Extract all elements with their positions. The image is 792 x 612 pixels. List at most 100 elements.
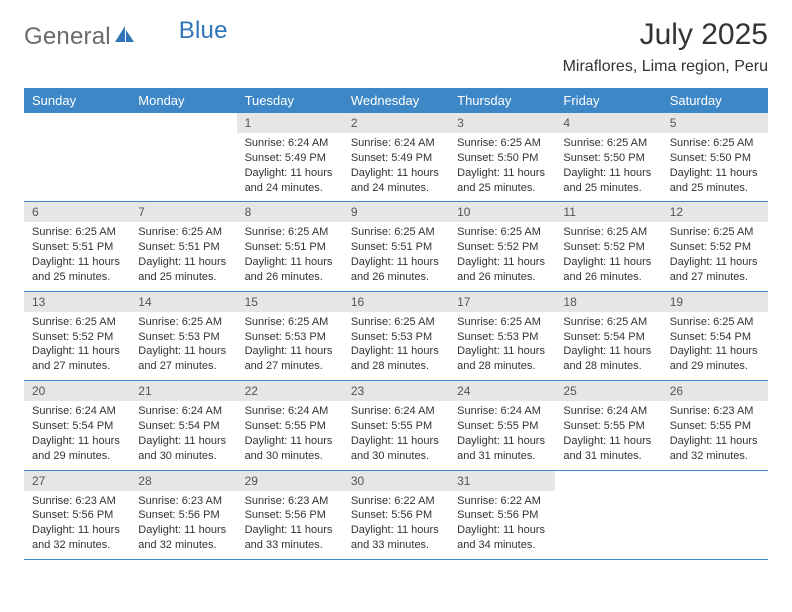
- sunset-line: Sunset: 5:54 PM: [670, 330, 760, 345]
- location-label: Miraflores, Lima region, Peru: [563, 58, 768, 76]
- sunrise-line: Sunrise: 6:25 AM: [457, 136, 547, 151]
- sunset-line: Sunset: 5:49 PM: [245, 151, 335, 166]
- sunset-line: Sunset: 5:56 PM: [32, 508, 122, 523]
- sunrise-line: Sunrise: 6:25 AM: [563, 315, 653, 330]
- day-number: 4: [555, 113, 661, 133]
- daylight-line: Daylight: 11 hours and 30 minutes.: [245, 434, 335, 464]
- daylight-line: Daylight: 11 hours and 26 minutes.: [563, 255, 653, 285]
- day-content: Sunrise: 6:25 AMSunset: 5:52 PMDaylight:…: [24, 312, 130, 380]
- day-content: Sunrise: 6:25 AMSunset: 5:52 PMDaylight:…: [449, 222, 555, 290]
- day-number: 1: [237, 113, 343, 133]
- day-content: Sunrise: 6:24 AMSunset: 5:49 PMDaylight:…: [343, 133, 449, 201]
- logo: General Blue: [24, 22, 228, 51]
- calendar-day-cell: 30Sunrise: 6:22 AMSunset: 5:56 PMDayligh…: [343, 470, 449, 559]
- calendar-day-cell: 15Sunrise: 6:25 AMSunset: 5:53 PMDayligh…: [237, 291, 343, 380]
- day-content: Sunrise: 6:24 AMSunset: 5:54 PMDaylight:…: [130, 401, 236, 469]
- calendar-week-row: 27Sunrise: 6:23 AMSunset: 5:56 PMDayligh…: [24, 470, 768, 559]
- sunset-line: Sunset: 5:52 PM: [32, 330, 122, 345]
- sunrise-line: Sunrise: 6:25 AM: [138, 225, 228, 240]
- sunrise-line: Sunrise: 6:23 AM: [670, 404, 760, 419]
- calendar-table: Sunday Monday Tuesday Wednesday Thursday…: [24, 88, 768, 560]
- daylight-line: Daylight: 11 hours and 30 minutes.: [138, 434, 228, 464]
- sunrise-line: Sunrise: 6:25 AM: [457, 315, 547, 330]
- day-content: Sunrise: 6:24 AMSunset: 5:55 PMDaylight:…: [343, 401, 449, 469]
- day-number: [130, 113, 236, 119]
- day-number: [555, 471, 661, 477]
- day-content: Sunrise: 6:23 AMSunset: 5:56 PMDaylight:…: [24, 491, 130, 559]
- sunrise-line: Sunrise: 6:23 AM: [32, 494, 122, 509]
- day-number: 11: [555, 202, 661, 222]
- sunset-line: Sunset: 5:56 PM: [245, 508, 335, 523]
- sunset-line: Sunset: 5:51 PM: [351, 240, 441, 255]
- calendar-week-row: 20Sunrise: 6:24 AMSunset: 5:54 PMDayligh…: [24, 381, 768, 470]
- daylight-line: Daylight: 11 hours and 27 minutes.: [670, 255, 760, 285]
- calendar-day-cell: 26Sunrise: 6:23 AMSunset: 5:55 PMDayligh…: [662, 381, 768, 470]
- day-number: 15: [237, 292, 343, 312]
- day-number: 21: [130, 381, 236, 401]
- sunset-line: Sunset: 5:55 PM: [457, 419, 547, 434]
- sunrise-line: Sunrise: 6:24 AM: [245, 136, 335, 151]
- calendar-day-cell: 25Sunrise: 6:24 AMSunset: 5:55 PMDayligh…: [555, 381, 661, 470]
- sunrise-line: Sunrise: 6:23 AM: [138, 494, 228, 509]
- calendar-day-cell: 8Sunrise: 6:25 AMSunset: 5:51 PMDaylight…: [237, 202, 343, 291]
- day-number: 27: [24, 471, 130, 491]
- sunrise-line: Sunrise: 6:25 AM: [670, 315, 760, 330]
- calendar-day-cell: [662, 470, 768, 559]
- daylight-line: Daylight: 11 hours and 31 minutes.: [563, 434, 653, 464]
- day-content: Sunrise: 6:24 AMSunset: 5:55 PMDaylight:…: [449, 401, 555, 469]
- sunset-line: Sunset: 5:56 PM: [351, 508, 441, 523]
- sunrise-line: Sunrise: 6:25 AM: [563, 225, 653, 240]
- daylight-line: Daylight: 11 hours and 29 minutes.: [670, 344, 760, 374]
- day-content: Sunrise: 6:25 AMSunset: 5:51 PMDaylight:…: [24, 222, 130, 290]
- weekday-header: Monday: [130, 88, 236, 113]
- sunrise-line: Sunrise: 6:24 AM: [138, 404, 228, 419]
- calendar-day-cell: 9Sunrise: 6:25 AMSunset: 5:51 PMDaylight…: [343, 202, 449, 291]
- weekday-header: Saturday: [662, 88, 768, 113]
- weekday-header: Tuesday: [237, 88, 343, 113]
- day-number: 17: [449, 292, 555, 312]
- daylight-line: Daylight: 11 hours and 25 minutes.: [563, 166, 653, 196]
- calendar-day-cell: 14Sunrise: 6:25 AMSunset: 5:53 PMDayligh…: [130, 291, 236, 380]
- calendar-day-cell: 24Sunrise: 6:24 AMSunset: 5:55 PMDayligh…: [449, 381, 555, 470]
- sunset-line: Sunset: 5:56 PM: [138, 508, 228, 523]
- daylight-line: Daylight: 11 hours and 24 minutes.: [351, 166, 441, 196]
- calendar-day-cell: 19Sunrise: 6:25 AMSunset: 5:54 PMDayligh…: [662, 291, 768, 380]
- sunrise-line: Sunrise: 6:25 AM: [457, 225, 547, 240]
- sunrise-line: Sunrise: 6:22 AM: [351, 494, 441, 509]
- calendar-day-cell: 16Sunrise: 6:25 AMSunset: 5:53 PMDayligh…: [343, 291, 449, 380]
- weekday-header: Thursday: [449, 88, 555, 113]
- calendar-day-cell: 20Sunrise: 6:24 AMSunset: 5:54 PMDayligh…: [24, 381, 130, 470]
- sunset-line: Sunset: 5:55 PM: [351, 419, 441, 434]
- day-number: 18: [555, 292, 661, 312]
- calendar-day-cell: 5Sunrise: 6:25 AMSunset: 5:50 PMDaylight…: [662, 113, 768, 202]
- day-content: Sunrise: 6:24 AMSunset: 5:55 PMDaylight:…: [555, 401, 661, 469]
- day-content: Sunrise: 6:25 AMSunset: 5:53 PMDaylight:…: [130, 312, 236, 380]
- day-number: 25: [555, 381, 661, 401]
- calendar-day-cell: 22Sunrise: 6:24 AMSunset: 5:55 PMDayligh…: [237, 381, 343, 470]
- weekday-header-row: Sunday Monday Tuesday Wednesday Thursday…: [24, 88, 768, 113]
- day-number: 29: [237, 471, 343, 491]
- day-number: 5: [662, 113, 768, 133]
- calendar-day-cell: 4Sunrise: 6:25 AMSunset: 5:50 PMDaylight…: [555, 113, 661, 202]
- daylight-line: Daylight: 11 hours and 26 minutes.: [457, 255, 547, 285]
- day-content: Sunrise: 6:25 AMSunset: 5:50 PMDaylight:…: [662, 133, 768, 201]
- sunrise-line: Sunrise: 6:25 AM: [138, 315, 228, 330]
- day-content: Sunrise: 6:25 AMSunset: 5:51 PMDaylight:…: [237, 222, 343, 290]
- daylight-line: Daylight: 11 hours and 27 minutes.: [32, 344, 122, 374]
- daylight-line: Daylight: 11 hours and 25 minutes.: [457, 166, 547, 196]
- day-number: 16: [343, 292, 449, 312]
- calendar-day-cell: 13Sunrise: 6:25 AMSunset: 5:52 PMDayligh…: [24, 291, 130, 380]
- calendar-day-cell: 1Sunrise: 6:24 AMSunset: 5:49 PMDaylight…: [237, 113, 343, 202]
- day-content: Sunrise: 6:25 AMSunset: 5:50 PMDaylight:…: [555, 133, 661, 201]
- day-number: 31: [449, 471, 555, 491]
- page-header: General Blue July 2025 Miraflores, Lima …: [24, 18, 768, 76]
- sunset-line: Sunset: 5:52 PM: [563, 240, 653, 255]
- daylight-line: Daylight: 11 hours and 33 minutes.: [351, 523, 441, 553]
- day-content: Sunrise: 6:25 AMSunset: 5:52 PMDaylight:…: [555, 222, 661, 290]
- day-content: Sunrise: 6:23 AMSunset: 5:55 PMDaylight:…: [662, 401, 768, 469]
- daylight-line: Daylight: 11 hours and 32 minutes.: [670, 434, 760, 464]
- day-number: 26: [662, 381, 768, 401]
- day-number: 3: [449, 113, 555, 133]
- day-number: 14: [130, 292, 236, 312]
- sunset-line: Sunset: 5:53 PM: [245, 330, 335, 345]
